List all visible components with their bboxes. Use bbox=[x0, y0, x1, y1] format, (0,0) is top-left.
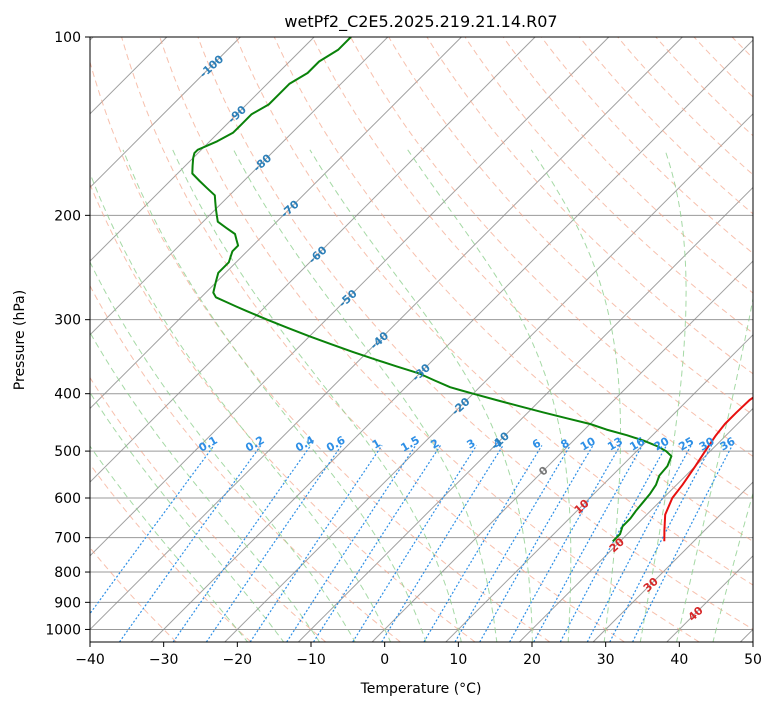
moist-adiabat-line bbox=[531, 150, 620, 643]
isotherm-line bbox=[151, 37, 756, 642]
moist-adiabat-line bbox=[310, 150, 533, 643]
dry-adiabat-line bbox=[198, 37, 774, 642]
x-tick-label: −40 bbox=[75, 652, 105, 668]
x-tick-label: 30 bbox=[597, 652, 615, 668]
dry-adiabat-line bbox=[503, 37, 775, 642]
x-tick-label: 20 bbox=[523, 652, 541, 668]
x-tick-label: 50 bbox=[744, 652, 762, 668]
y-tick-label: 1000 bbox=[45, 622, 81, 638]
moist-adiabat-line bbox=[0, 150, 285, 643]
x-axis-label: Temperature (°C) bbox=[360, 681, 482, 697]
isotherm-line bbox=[0, 37, 314, 642]
x-tick-label: −20 bbox=[223, 652, 253, 668]
dry-adiabat-line bbox=[770, 37, 775, 642]
plot-frame bbox=[90, 37, 753, 642]
dry-adiabat-line bbox=[0, 37, 251, 642]
mixing-ratio-line bbox=[424, 445, 542, 642]
mixing-ratio-line bbox=[510, 445, 621, 642]
x-tick-label: 10 bbox=[449, 652, 467, 668]
moist-adiabat-line bbox=[713, 150, 775, 643]
mixing-ratio-line bbox=[382, 445, 504, 642]
isotherm-line bbox=[372, 37, 775, 642]
isotherm-line bbox=[0, 37, 461, 642]
x-tick-label: 40 bbox=[670, 652, 688, 668]
mixing-ratio-label: 3 bbox=[465, 437, 478, 452]
y-tick-label: 700 bbox=[54, 531, 81, 547]
mixing-ratio-line bbox=[250, 445, 382, 642]
mixing-ratio-label: 6 bbox=[530, 436, 543, 451]
dry-adiabat-line bbox=[465, 37, 775, 642]
dry-adiabat-line bbox=[45, 37, 475, 642]
isotherm-line bbox=[0, 37, 388, 642]
mixing-ratio-line bbox=[587, 445, 691, 642]
mixing-ratio-line bbox=[633, 445, 733, 642]
mixing-ratio-line bbox=[173, 445, 311, 642]
dry-adiabat-line bbox=[0, 37, 326, 642]
mixing-ratio-line bbox=[69, 445, 214, 642]
isotherm-label: -100 bbox=[197, 52, 226, 80]
dry-adiabat-line bbox=[656, 37, 775, 642]
y-tick-label: 800 bbox=[54, 565, 81, 581]
y-tick-label: 600 bbox=[54, 491, 81, 507]
y-tick-label: 900 bbox=[54, 595, 81, 611]
dry-adiabat-line bbox=[389, 37, 775, 642]
y-tick-label: 200 bbox=[54, 208, 81, 224]
isotherm-line bbox=[225, 37, 775, 642]
y-axis-label: Pressure (hPa) bbox=[12, 290, 28, 390]
y-tick-label: 500 bbox=[54, 444, 81, 460]
moist-adiabat-line bbox=[408, 150, 571, 643]
isotherm-line bbox=[4, 37, 609, 642]
isotherm-line bbox=[667, 37, 775, 642]
y-tick-label: 100 bbox=[54, 30, 81, 46]
moist-adiabat-line bbox=[0, 150, 249, 643]
mixing-ratio-line bbox=[534, 445, 643, 642]
x-tick-label: 0 bbox=[380, 652, 389, 668]
isotherm-line bbox=[740, 37, 775, 642]
dry-adiabat-line bbox=[351, 37, 775, 642]
dry-adiabat-line bbox=[618, 37, 775, 642]
mixing-ratio-label: 2 bbox=[428, 437, 441, 452]
y-tick-label: 300 bbox=[54, 313, 81, 329]
dry-adiabat-line bbox=[694, 37, 775, 642]
y-tick-label: 400 bbox=[54, 387, 81, 403]
x-tick-label: −10 bbox=[296, 652, 326, 668]
x-tick-label: −30 bbox=[149, 652, 179, 668]
moist-adiabat-line bbox=[173, 150, 462, 643]
dewpoint-profile-line bbox=[192, 37, 671, 541]
mixing-ratio-line bbox=[455, 445, 570, 642]
mixing-ratio-line bbox=[206, 445, 341, 642]
dry-adiabat-line bbox=[7, 37, 400, 642]
dry-adiabat-line bbox=[541, 37, 775, 642]
chart-title: wetPf2_C2E5.2025.219.21.14.R07 bbox=[284, 12, 557, 32]
